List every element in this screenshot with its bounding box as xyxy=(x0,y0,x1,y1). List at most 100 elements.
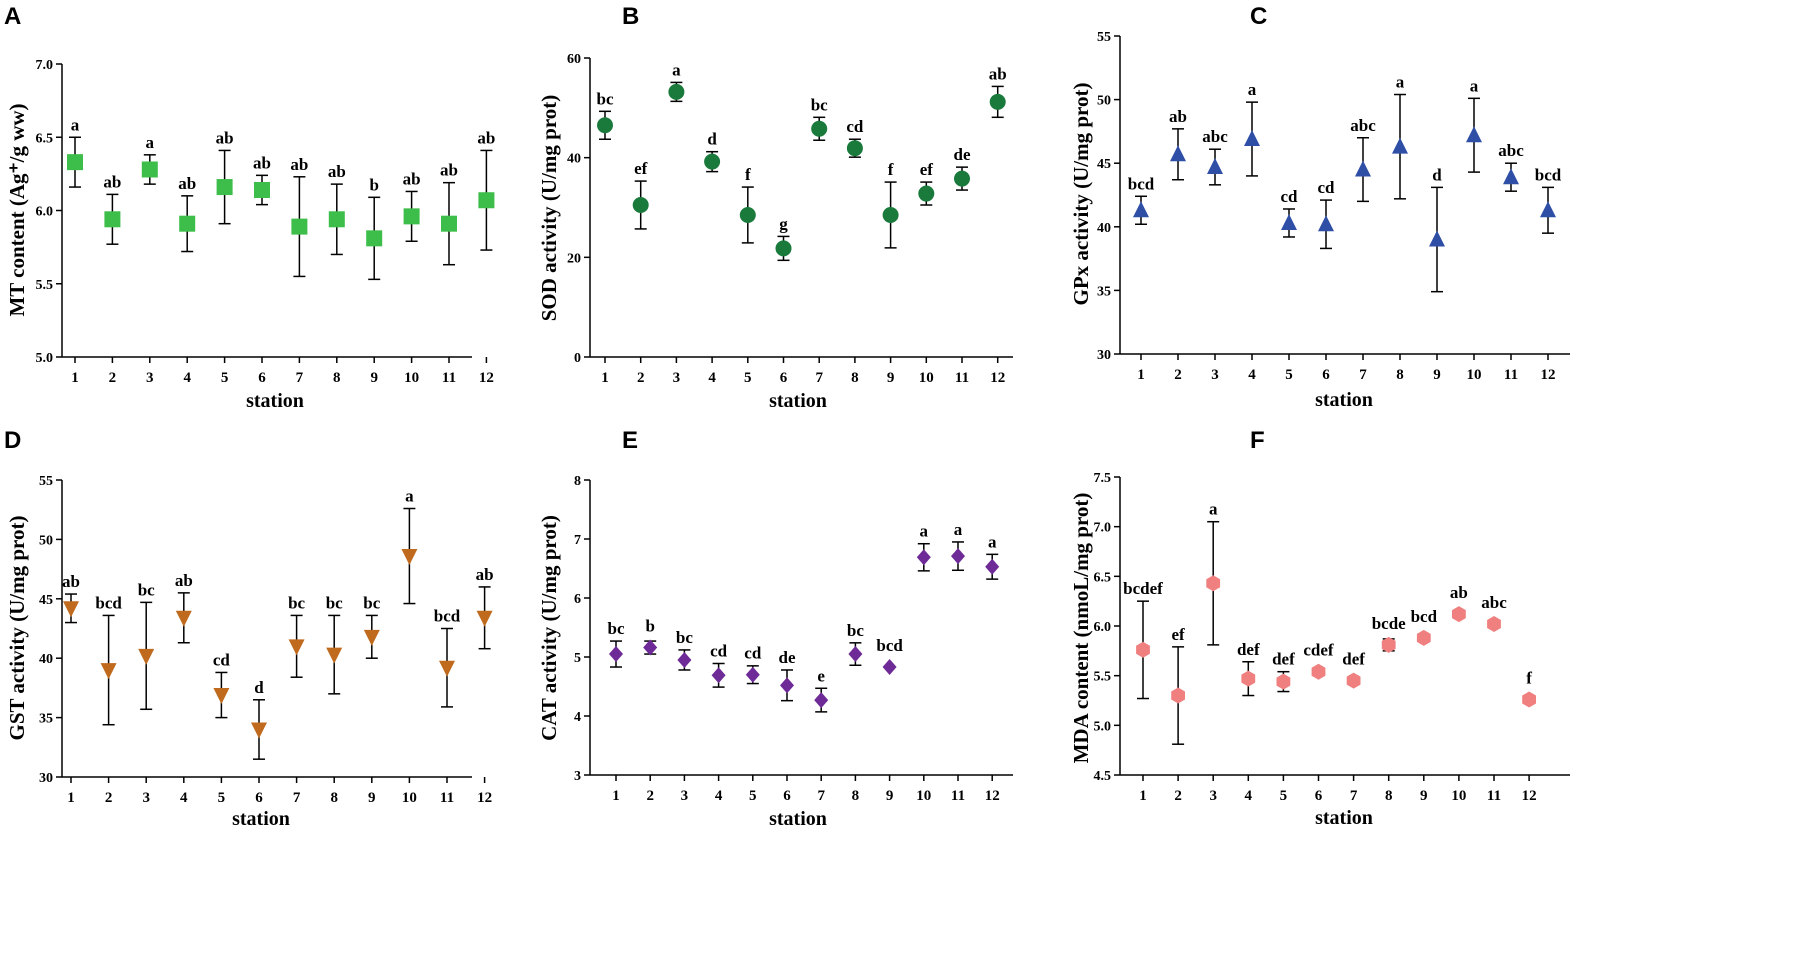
x-tick-label-f: 2 xyxy=(1174,788,1182,804)
data-point-e-8 xyxy=(848,646,863,663)
data-point-c-2 xyxy=(1170,145,1186,162)
data-point-a-6 xyxy=(254,181,270,198)
data-point-b-4 xyxy=(704,153,721,170)
data-point-d-9 xyxy=(363,629,380,646)
data-point-f-11 xyxy=(1487,616,1501,632)
significance-letter-e-11: a xyxy=(954,520,963,539)
y-tick-label-f: 5.5 xyxy=(1094,670,1112,685)
data-point-c-6 xyxy=(1318,215,1334,232)
data-point-d-5 xyxy=(213,688,230,705)
data-point-a-5 xyxy=(216,179,233,196)
significance-letter-b-9: f xyxy=(888,160,894,179)
y-tick-label-e: 7 xyxy=(574,533,581,548)
x-tick-label-a: 7 xyxy=(296,370,304,386)
significance-letter-c-5: cd xyxy=(1281,187,1299,206)
significance-letter-d-9: bc xyxy=(363,593,380,612)
significance-letter-b-5: f xyxy=(745,165,751,184)
data-point-f-8 xyxy=(1381,636,1396,653)
significance-letter-a-7: ab xyxy=(290,155,308,174)
significance-letter-a-12: ab xyxy=(477,128,495,147)
data-point-c-4 xyxy=(1244,130,1260,147)
x-tick-label-d: 2 xyxy=(105,790,113,806)
significance-letter-f-7: def xyxy=(1342,650,1365,669)
y-tick-label-e: 8 xyxy=(574,474,581,489)
significance-letter-c-7: abc xyxy=(1350,116,1376,135)
x-tick-label-c: 8 xyxy=(1396,367,1404,383)
x-tick-label-d: 9 xyxy=(368,790,376,806)
y-tick-label-b: 20 xyxy=(567,251,581,266)
x-tick-label-b: 6 xyxy=(780,370,788,386)
y-tick-label-d: 50 xyxy=(39,533,53,548)
data-point-c-7 xyxy=(1355,160,1371,177)
data-point-e-2 xyxy=(643,639,658,656)
significance-letter-a-2: ab xyxy=(103,172,121,191)
y-tick-label-f: 4.5 xyxy=(1094,769,1112,784)
x-tick-label-a: 12 xyxy=(479,370,494,386)
significance-letter-d-8: bc xyxy=(326,593,343,612)
significance-letter-b-1: bc xyxy=(597,89,614,108)
data-point-d-4 xyxy=(175,610,192,627)
x-tick-label-f: 10 xyxy=(1451,788,1466,804)
significance-letter-c-10: a xyxy=(1470,76,1479,95)
data-point-c-5 xyxy=(1281,213,1297,230)
significance-letter-a-11: ab xyxy=(440,161,458,180)
y-tick-label-e: 4 xyxy=(574,710,581,725)
data-point-a-3 xyxy=(141,161,158,178)
significance-letter-a-10: ab xyxy=(403,169,421,188)
significance-letter-b-12: ab xyxy=(989,64,1007,83)
x-tick-label-b: 8 xyxy=(851,370,859,386)
data-point-e-4 xyxy=(711,667,726,684)
data-point-d-2 xyxy=(100,663,117,680)
data-point-b-5 xyxy=(739,206,756,223)
data-point-e-9 xyxy=(882,659,897,676)
significance-letter-e-9: bcd xyxy=(876,636,903,655)
x-tick-label-c: 3 xyxy=(1211,367,1219,383)
x-tick-label-e: 10 xyxy=(916,788,931,804)
x-tick-label-a: 5 xyxy=(221,370,229,386)
significance-letter-c-3: abc xyxy=(1202,127,1228,146)
data-point-f-2 xyxy=(1171,687,1185,704)
data-point-f-10 xyxy=(1452,606,1466,623)
significance-letter-f-1: bcdef xyxy=(1123,579,1163,598)
y-tick-label-a: 7.0 xyxy=(36,58,54,73)
y-axis-label-b: SOD activity (U/mg prot) xyxy=(537,95,561,322)
data-point-b-3 xyxy=(668,83,685,100)
data-point-a-11 xyxy=(441,215,457,232)
data-point-b-1 xyxy=(597,117,613,134)
x-tick-label-d: 10 xyxy=(402,790,417,806)
x-tick-label-e: 7 xyxy=(817,788,825,804)
significance-letter-e-10: a xyxy=(920,522,929,541)
significance-letter-f-4: def xyxy=(1237,640,1260,659)
significance-letter-e-1: bc xyxy=(608,619,625,638)
x-tick-label-f: 5 xyxy=(1280,788,1288,804)
significance-letter-f-10: ab xyxy=(1450,583,1468,602)
y-tick-label-a: 6.5 xyxy=(36,131,54,146)
x-tick-label-d: 3 xyxy=(142,790,150,806)
data-point-f-1 xyxy=(1136,641,1150,658)
data-point-a-2 xyxy=(104,211,121,228)
data-point-a-1 xyxy=(67,154,83,171)
y-tick-label-a: 5.5 xyxy=(36,278,54,293)
data-point-a-7 xyxy=(291,218,308,235)
data-point-f-9 xyxy=(1416,629,1431,646)
significance-letter-c-11: abc xyxy=(1498,141,1524,160)
x-tick-label-b: 3 xyxy=(673,370,681,386)
x-axis-label-b: station xyxy=(769,390,827,412)
panel-label-e: E xyxy=(622,427,638,454)
x-tick-label-c: 1 xyxy=(1137,367,1145,383)
y-axis-label-a: MT content (Ag⁺/g ww) xyxy=(5,103,29,316)
x-tick-label-e: 2 xyxy=(646,788,654,804)
x-tick-label-a: 8 xyxy=(333,370,341,386)
significance-letter-b-3: a xyxy=(672,60,681,79)
x-tick-label-b: 1 xyxy=(601,370,609,386)
x-axis-label-c: station xyxy=(1315,389,1373,411)
significance-letter-f-6: cdef xyxy=(1303,641,1334,660)
significance-letter-e-7: e xyxy=(817,666,825,685)
x-tick-label-c: 2 xyxy=(1174,367,1182,383)
x-tick-label-d: 8 xyxy=(330,790,338,806)
data-point-d-1 xyxy=(63,601,79,618)
significance-letter-f-3: a xyxy=(1209,500,1218,519)
x-tick-label-d: 5 xyxy=(218,790,226,806)
significance-letter-a-1: a xyxy=(71,115,80,134)
y-tick-label-c: 45 xyxy=(1097,157,1111,172)
